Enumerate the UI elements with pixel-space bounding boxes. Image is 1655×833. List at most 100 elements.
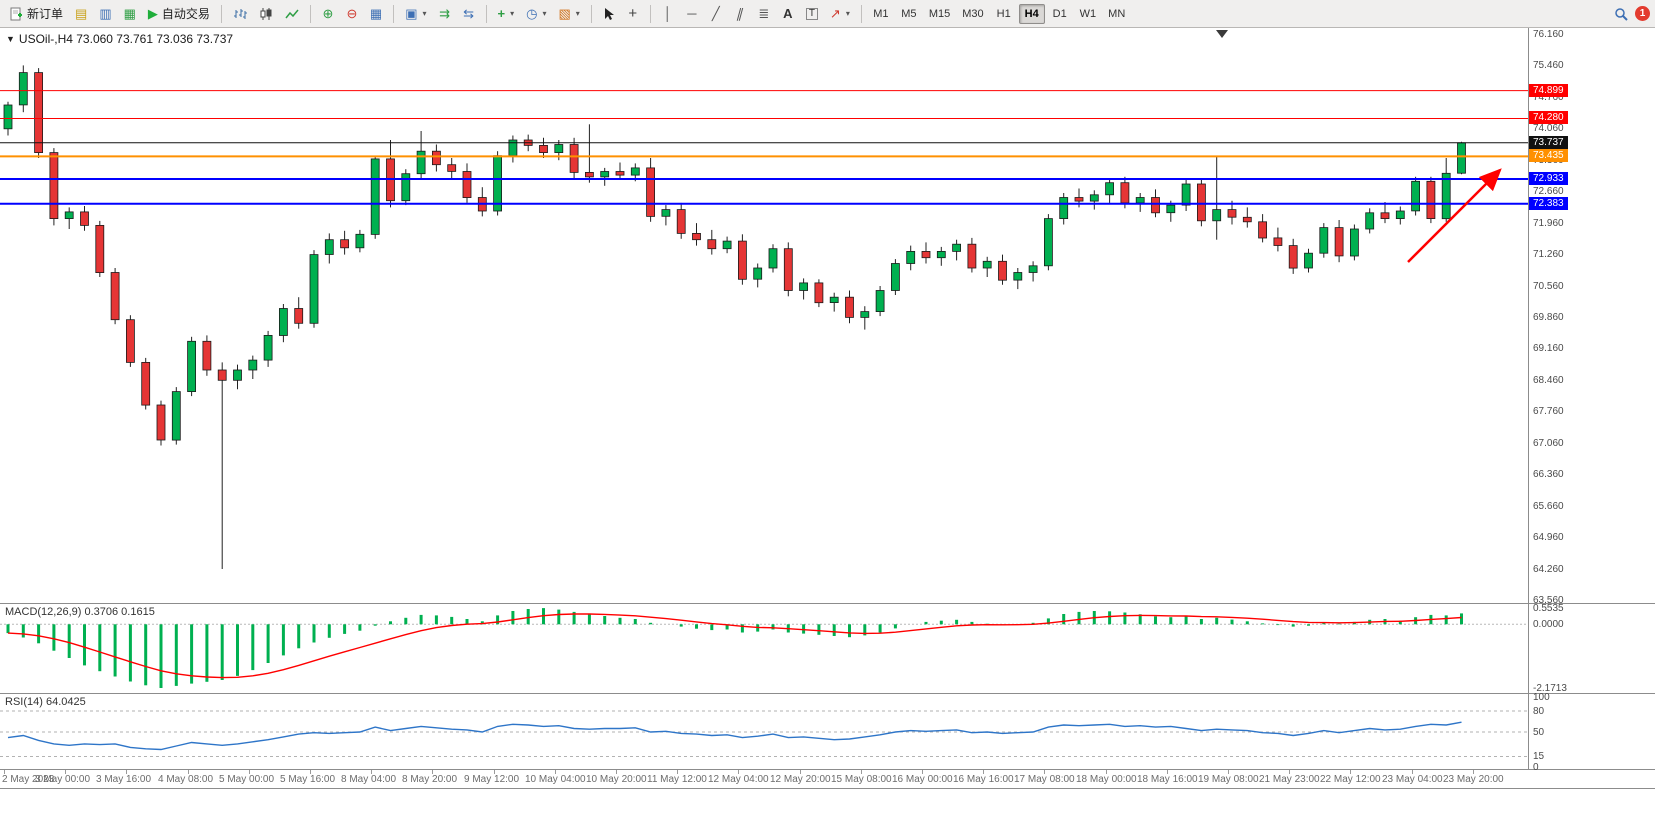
candlestick-chart-button[interactable] [254, 3, 278, 25]
price-axis-label: 75.460 [1533, 60, 1564, 71]
rsi-label: RSI(14) 64.0425 [5, 696, 86, 708]
new-chart-button[interactable]: ▣ ▾ [400, 3, 431, 25]
time-axis-label: 5 May 16:00 [280, 774, 336, 785]
price-axis-label: 64.260 [1533, 564, 1564, 575]
chevron-down-icon: ▾ [422, 9, 427, 18]
zoom-out-icon: ⊖ [346, 6, 358, 21]
rsi-canvas[interactable] [0, 694, 1528, 770]
macd-canvas[interactable] [0, 604, 1528, 694]
market-watch-button[interactable]: ▥ [94, 3, 116, 25]
line-chart-button[interactable] [280, 3, 304, 25]
clock-icon: ◷ [526, 6, 538, 21]
time-axis-label: 12 May 20:00 [770, 774, 831, 785]
channel-icon: ∥ [734, 6, 746, 21]
zoom-in-button[interactable]: ⊕ [317, 3, 339, 25]
time-axis-label: 10 May 20:00 [586, 774, 647, 785]
hline-price-badge: 72.933 [1529, 172, 1568, 185]
time-tick [1350, 770, 1351, 774]
vertical-line-button[interactable]: │ [657, 3, 679, 25]
price-axis-label: 71.260 [1533, 249, 1564, 260]
new-order-label: 新订单 [27, 7, 64, 21]
channel-button[interactable]: ∥ [729, 3, 751, 25]
auto-scroll-button[interactable]: ⇉ [434, 3, 456, 25]
price-axis-label: 67.760 [1533, 406, 1564, 417]
profiles-button[interactable]: ▤ [70, 3, 92, 25]
new-order-icon [10, 7, 22, 20]
price-axis-label: 76.160 [1533, 29, 1564, 40]
time-axis-label: 4 May 08:00 [158, 774, 214, 785]
templates-button[interactable]: ▧ ▾ [554, 3, 585, 25]
line-chart-icon [285, 9, 299, 18]
crosshair-button[interactable]: + [622, 3, 644, 25]
timeframe-h4[interactable]: H4 [1018, 3, 1045, 24]
notification-badge[interactable]: 1 [1635, 6, 1650, 21]
zoom-out-button[interactable]: ⊖ [341, 3, 363, 25]
price-axis-label: 68.460 [1533, 375, 1564, 386]
autotrading-button[interactable]: ▶ 自动交易 [143, 3, 215, 25]
time-axis-label: 23 May 20:00 [1443, 774, 1504, 785]
cursor-button[interactable] [598, 3, 620, 25]
time-axis-label: 11 May 12:00 [647, 774, 707, 785]
candlestick-chart-icon [260, 7, 272, 20]
label-tool-icon: T [805, 7, 818, 20]
autotrading-play-icon: ▶ [147, 6, 158, 21]
macd-label: MACD(12,26,9) 0.3706 0.1615 [5, 606, 155, 618]
time-axis[interactable]: 2 May 2023 3 May 00:00 3 May 16:00 4 May 08… [0, 769, 1655, 789]
time-tick [1106, 770, 1107, 774]
bar-chart-icon [233, 8, 247, 19]
time-tick [432, 770, 433, 774]
time-axis-label: 3 May 16:00 [96, 774, 152, 785]
indicators-button[interactable]: + ▾ [493, 3, 520, 25]
toolbar-separator [590, 4, 592, 23]
rsi-axis-label: 15 [1533, 751, 1545, 762]
trendline-button[interactable]: ╱ [705, 3, 727, 25]
text-button[interactable]: A [777, 3, 799, 25]
timeframe-m30[interactable]: M30 [962, 7, 984, 20]
new-chart-icon: ▣ [405, 6, 418, 21]
timeframe-m1[interactable]: M1 [873, 7, 889, 20]
new-order-button[interactable]: 新订单 [5, 3, 68, 25]
chevron-down-icon: ▾ [510, 9, 515, 18]
time-tick [249, 770, 250, 774]
tile-windows-icon: ▦ [369, 6, 383, 21]
timeframe-d1[interactable]: D1 [1052, 7, 1067, 20]
chart-shift-button[interactable]: ⇆ [458, 3, 480, 25]
time-tick [188, 770, 189, 774]
timeframe-mn[interactable]: MN [1108, 7, 1126, 20]
time-tick [1228, 770, 1229, 774]
timeframe-m5[interactable]: M5 [901, 7, 917, 20]
zoom-in-icon: ⊕ [322, 6, 334, 21]
main-toolbar: 新订单 ▤ ▥ ▦ ▶ 自动交易 ⊕ ⊖ ▦ [0, 0, 1655, 28]
timeframe-m15[interactable]: M15 [928, 7, 951, 20]
time-axis-label: 9 May 12:00 [464, 774, 520, 785]
arrow-tools-button[interactable]: ↗ ▾ [825, 3, 855, 25]
time-tick [126, 770, 127, 774]
text-tool-icon: A [783, 6, 793, 21]
timeframe-w1[interactable]: W1 [1079, 7, 1097, 20]
fibonacci-button[interactable]: ≣ [753, 3, 775, 25]
chart-shift-icon: ⇆ [463, 6, 474, 21]
macd-axis-label: 0.5535 [1533, 603, 1564, 614]
text-label-button[interactable]: T [801, 3, 823, 25]
rsi-panel: RSI(14) 64.0425 100 80 50 15 0 [0, 692, 1655, 773]
periods-button[interactable]: ◷ ▾ [521, 3, 551, 25]
horizontal-line-button[interactable]: ─ [681, 3, 703, 25]
macd-axis-label: -2.1713 [1533, 683, 1567, 694]
main-price-panel: ▼ USOil-,H4 73.060 73.761 73.036 73.737 … [0, 28, 1655, 606]
time-axis-label: 12 May 04:00 [708, 774, 769, 785]
chart-window: ▼ USOil-,H4 73.060 73.761 73.036 73.737 … [0, 28, 1655, 790]
price-axis-label: 65.660 [1533, 501, 1564, 512]
timeframe-h1[interactable]: H1 [996, 7, 1011, 20]
main-chart-canvas[interactable] [0, 28, 1528, 603]
hline-price-badge: 74.280 [1529, 111, 1568, 124]
search-button[interactable] [1609, 3, 1633, 25]
tile-windows-button[interactable]: ▦ [365, 3, 387, 25]
terminal-button[interactable]: ▦ [119, 3, 141, 25]
bar-chart-button[interactable] [228, 3, 252, 25]
indicators-icon: + [497, 6, 506, 21]
profiles-icon: ▤ [75, 6, 88, 21]
crosshair-icon: + [628, 5, 638, 22]
time-tick [616, 770, 617, 774]
one-click-trading-toggle[interactable]: ▼ [6, 34, 15, 44]
price-axis-label: 69.860 [1533, 312, 1564, 323]
